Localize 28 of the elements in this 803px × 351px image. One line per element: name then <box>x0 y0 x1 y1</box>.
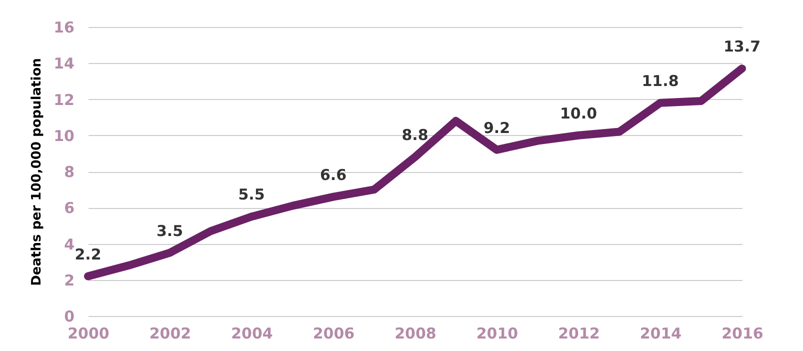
x-tick-label: 2008 <box>394 324 436 342</box>
y-tick-label: 12 <box>54 90 74 109</box>
x-tick-label: 2016 <box>722 324 764 342</box>
data-label: 6.6 <box>320 166 347 184</box>
data-label: 11.8 <box>642 72 679 90</box>
y-tick-label: 8 <box>64 163 74 181</box>
y-axis-title: Deaths per 100,000 population <box>30 58 45 286</box>
y-tick-label: 6 <box>64 199 74 218</box>
data-label: 10.0 <box>560 104 598 122</box>
y-tick-label: 0 <box>64 308 74 326</box>
data-label: 2.2 <box>74 245 102 264</box>
x-tick-label: 2012 <box>558 324 600 342</box>
data-label: 3.5 <box>156 222 184 240</box>
x-tick-label: 2000 <box>68 324 110 342</box>
data-label: 8.8 <box>402 126 428 144</box>
data-label: 13.7 <box>723 38 761 56</box>
y-tick-label: 10 <box>54 126 74 145</box>
x-tick-label: 2006 <box>312 324 355 342</box>
data-label: 9.2 <box>483 118 510 137</box>
x-tick-label: 2004 <box>231 324 273 342</box>
y-tick-label: 14 <box>54 54 74 73</box>
y-tick-label: 4 <box>64 235 74 254</box>
y-tick-label: 2 <box>64 271 74 290</box>
x-tick-label: 2010 <box>476 324 518 342</box>
x-tick-label: 2014 <box>640 324 682 342</box>
data-label: 5.5 <box>238 186 265 204</box>
y-tick-label: 16 <box>54 18 74 36</box>
x-tick-label: 2002 <box>149 324 192 342</box>
